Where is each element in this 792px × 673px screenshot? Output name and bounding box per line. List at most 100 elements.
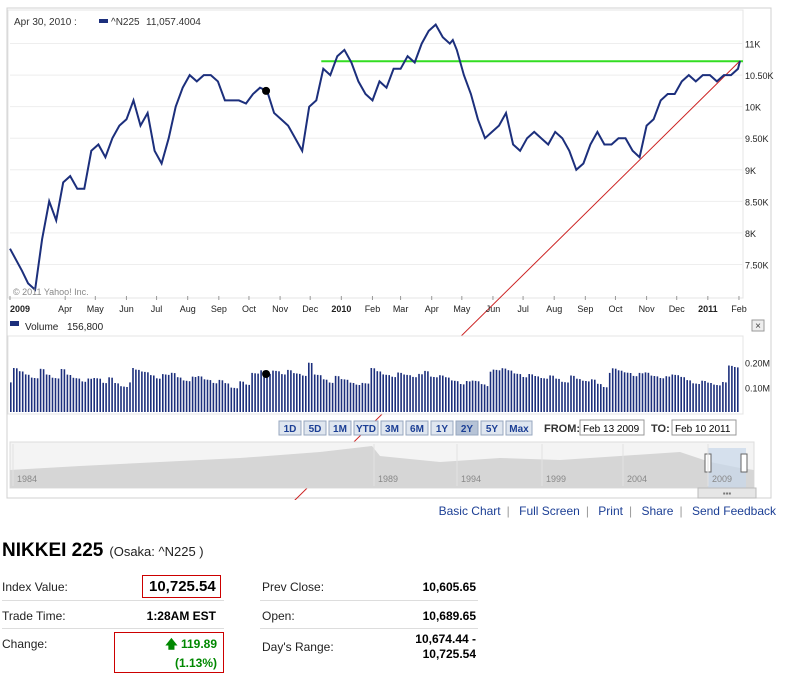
volume-bar	[325, 379, 328, 412]
volume-bar	[230, 387, 233, 412]
volume-bar	[418, 373, 420, 412]
volume-bar	[233, 387, 236, 412]
volume-bar	[21, 371, 24, 412]
volume-swatch	[10, 321, 19, 326]
svg-text:5Y: 5Y	[486, 424, 499, 435]
volume-bar	[162, 374, 164, 412]
x-tick-label: May	[87, 304, 105, 314]
volume-bar	[412, 376, 414, 412]
volume-bar	[156, 378, 158, 412]
x-tick-label: 2010	[331, 304, 351, 314]
from-input[interactable]: Feb 13 2009	[579, 419, 645, 436]
to-input[interactable]: Feb 10 2011	[671, 419, 737, 436]
svg-text:1M: 1M	[333, 424, 347, 435]
range-button-3m[interactable]: 3M	[380, 420, 404, 436]
volume-bar	[105, 383, 107, 412]
svg-text:1D: 1D	[284, 424, 297, 435]
close-volume-button[interactable]: ×	[751, 319, 765, 332]
change-value: 🡅 119.89 (1.13%)	[114, 632, 224, 673]
watermark: © 2011 Yahoo! Inc.	[13, 287, 89, 297]
range-button-5y[interactable]: 5Y	[480, 420, 504, 436]
range-button-2y[interactable]: 2Y	[455, 420, 479, 436]
volume-bar	[734, 367, 736, 412]
volume-label: Volume	[25, 322, 59, 333]
volume-bar	[308, 362, 310, 412]
page-title: NIKKEI 225	[2, 540, 104, 561]
volume-bar	[388, 375, 390, 412]
volume-bar	[588, 381, 590, 412]
volume-bar	[33, 378, 36, 412]
volume-bar	[144, 371, 146, 412]
range-button-ytd[interactable]: YTD	[353, 420, 379, 436]
volume-bar	[93, 378, 95, 412]
range-buttons: 1D 5D 1M YTD 3M 6M 1Y 2Y 5Y Max	[278, 420, 533, 436]
range-button-1y[interactable]: 1Y	[430, 420, 454, 436]
volume-bar	[707, 382, 709, 412]
price-tooltip: Apr 30, 2010 : ^N225 11,057.4004	[14, 17, 201, 28]
volume-bar	[36, 378, 39, 412]
range-button-1d[interactable]: 1D	[278, 420, 302, 436]
volume-bar	[352, 383, 355, 412]
volume-bar	[215, 383, 218, 412]
volume-bar	[302, 375, 304, 412]
volume-bar	[516, 373, 519, 412]
y-axis-labels: 11K 10.50K 10K 9.50K 9K 8.50K 8K 7.50K	[745, 40, 774, 271]
volume-bar	[114, 383, 116, 412]
volume-bar	[704, 381, 706, 412]
volume-header: Volume 156,800	[10, 321, 104, 333]
volume-bar	[451, 380, 453, 412]
y-tick-label: 8K	[745, 229, 756, 239]
svg-text:Feb 13 2009: Feb 13 2009	[583, 424, 640, 435]
volume-bar	[465, 381, 468, 412]
tooltip-value: 11,057.4004	[146, 17, 201, 28]
volume-bar	[555, 378, 557, 412]
print-link[interactable]: Print	[598, 504, 623, 518]
volume-bar	[42, 369, 45, 412]
range-button-1m[interactable]: 1M	[328, 420, 352, 436]
volume-bar	[239, 381, 241, 412]
volume-bar	[665, 376, 668, 412]
volume-bar	[248, 384, 250, 412]
x-tick-label: Oct	[608, 304, 623, 314]
volume-bar	[543, 378, 545, 412]
share-link[interactable]: Share	[641, 504, 674, 518]
volume-bar	[662, 378, 665, 412]
volume-bar	[731, 365, 733, 412]
volume-bar	[653, 376, 656, 412]
full-screen-link[interactable]: Full Screen	[519, 504, 580, 518]
volume-bar	[385, 374, 387, 412]
x-tick-label: Nov	[639, 304, 656, 314]
volume-bar	[680, 376, 682, 412]
x-axis-labels: 2009 Apr May Jun Jul Aug Sep Oct Nov Dec 2010 Feb Ma…	[10, 304, 747, 314]
send-feedback-link[interactable]: Send Feedback	[691, 504, 776, 518]
volume-bar	[677, 375, 679, 412]
volume-bar	[728, 365, 730, 412]
basic-chart-link[interactable]: Basic Chart	[438, 504, 501, 518]
range-button-6m[interactable]: 6M	[405, 420, 429, 436]
volume-bar	[519, 374, 522, 412]
price-line	[9, 23, 741, 292]
x-tick-label: Nov	[272, 304, 289, 314]
volume-bar	[272, 370, 274, 412]
volume-bar	[614, 368, 617, 412]
volume-bar	[275, 370, 277, 412]
volume-bar	[266, 373, 268, 412]
volume-bar	[525, 377, 528, 412]
volume-bar	[689, 380, 691, 412]
x-tick-label: 2009	[10, 304, 30, 314]
volume-bar	[81, 381, 84, 412]
volume-bar	[436, 377, 438, 412]
price-chart[interactable]: 11K 10.50K 10K 9.50K 9K 8.50K 8K 7.50K 2009 Apr M…	[7, 9, 774, 500]
range-button-5d[interactable]: 5D	[303, 420, 327, 436]
range-navigator[interactable]: ▪▪▪ 1984 1989 1994 1999 2004 2009	[9, 441, 757, 499]
volume-bar	[570, 375, 572, 412]
volume-bar	[206, 379, 209, 412]
volume-bar	[78, 378, 81, 412]
volume-bar	[489, 371, 492, 412]
volume-bar	[492, 369, 495, 412]
volume-bar	[674, 374, 676, 412]
range-button-max[interactable]: Max	[505, 420, 533, 436]
volume-bar	[66, 374, 69, 412]
y-tick-label: 9K	[745, 166, 756, 176]
volume-bar	[528, 374, 530, 412]
